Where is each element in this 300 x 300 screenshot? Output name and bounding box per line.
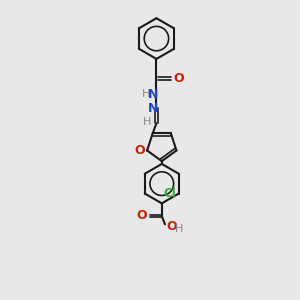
Text: O: O bbox=[174, 72, 184, 85]
Text: N: N bbox=[148, 102, 158, 115]
Text: O: O bbox=[166, 220, 177, 233]
Text: H: H bbox=[142, 89, 150, 99]
Text: H: H bbox=[175, 224, 183, 234]
Text: H: H bbox=[143, 117, 152, 127]
Text: Cl: Cl bbox=[164, 187, 176, 200]
Text: O: O bbox=[136, 208, 147, 222]
Text: N: N bbox=[148, 88, 158, 101]
Text: O: O bbox=[134, 144, 145, 157]
